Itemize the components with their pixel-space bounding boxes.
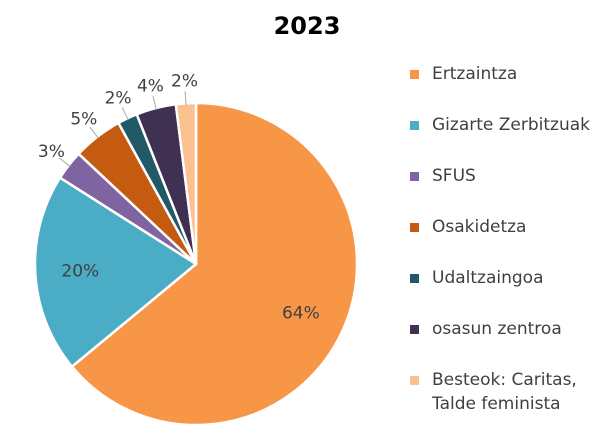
data-label: 3%: [38, 142, 65, 162]
legend-item: Udaltzaingoa: [410, 266, 610, 317]
legend-swatch: [410, 172, 419, 181]
legend-label: Gizarte Zerbitzuak: [432, 115, 590, 135]
data-label: 4%: [137, 77, 164, 97]
leader-line: [121, 107, 129, 121]
leader-line: [89, 126, 99, 139]
chart-title: 2023: [274, 12, 341, 40]
legend-label: Osakidetza: [432, 217, 527, 237]
data-label: 5%: [70, 109, 97, 129]
legend-item: osasun zentroa: [410, 317, 610, 368]
legend-swatch: [410, 274, 419, 283]
legend-item: Ertzaintza: [410, 62, 610, 113]
data-label: 64%: [282, 303, 320, 323]
legend-swatch: [410, 70, 419, 79]
leader-line: [58, 157, 71, 167]
legend-label: Udaltzaingoa: [432, 268, 544, 288]
pie-slice: [33, 176, 199, 369]
legend-swatch: [410, 376, 419, 385]
legend-swatch: [410, 121, 419, 130]
legend: Ertzaintza Gizarte Zerbitzuak SFUS Osakidet…: [410, 62, 610, 419]
data-label: 20%: [61, 261, 99, 281]
legend-swatch: [410, 325, 419, 334]
pie-slice: [70, 101, 359, 427]
legend-label: Ertzaintza: [432, 64, 518, 84]
leader-line: [152, 96, 157, 111]
data-label: 2%: [171, 71, 198, 91]
legend-item: Osakidetza: [410, 215, 610, 266]
legend-swatch: [410, 223, 419, 232]
legend-label: osasun zentroa: [432, 319, 562, 339]
data-label: 2%: [105, 88, 132, 108]
legend-label: SFUS: [432, 166, 476, 186]
legend-item: Gizarte Zerbitzuak: [410, 113, 610, 164]
legend-item: SFUS: [410, 164, 610, 215]
legend-label: Besteok: Caritas, Talde feminista: [432, 370, 577, 414]
legend-item: Besteok: Caritas, Talde feminista: [410, 368, 610, 419]
leader-line: [184, 91, 187, 106]
